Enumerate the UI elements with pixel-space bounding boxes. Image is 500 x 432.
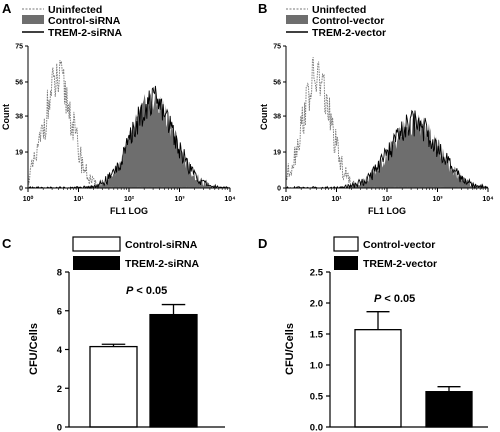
bar-chart-d: Control-vector TREM-2-vector P < 0.05 0.… [284,236,488,432]
y-tick-label-c: 0 [57,423,62,432]
y-tick-label-d: 2.0 [310,299,323,310]
panel-letter-d: D [258,236,267,251]
legend-c: Control-siRNA TREM-2-siRNA [72,236,200,270]
legend-label-uninfected-b: Uninfected [312,4,366,16]
legend-label-control-a: Control-siRNA [48,15,121,27]
axis-ticks-c: 0 2 4 6 8 [57,268,69,432]
y-axis-label-c: CFU/Cells [28,323,40,375]
legend-swatch-control-d [333,236,359,252]
bar-d-1 [425,391,473,428]
legend-swatch-control-a [22,15,44,24]
histogram-fill-control-a [28,87,230,188]
x-tick-label-a: 10¹ [73,196,84,203]
y-tick-label-d: 0.5 [310,392,324,403]
legend-label-trem-c: TREM-2-siRNA [125,258,200,270]
bars-c [89,303,198,428]
bar-chart-c: Control-siRNA TREM-2-siRNA P < 0.05 0 2 4 6… [28,236,225,432]
legend-swatch-control-c [72,236,121,252]
y-axis-label-d: CFU/Cells [284,323,296,375]
legend-d: Control-vector TREM-2-vector [333,236,437,270]
bar-c-1 [149,313,198,428]
y-tick-label-c: 2 [57,384,62,395]
x-tick-label-a: 10⁴ [224,196,236,203]
bar-c-0 [89,345,138,428]
x-axis-label-b: FL1 LOG [368,206,406,216]
bar-d-0 [354,329,402,428]
histogram-fill-control-b [286,112,488,188]
histogram-curves-b [285,57,489,190]
y-tick-label-b: 0 [277,186,281,193]
y-tick-label-a: 75 [15,44,23,51]
legend-label-uninfected-a: Uninfected [48,4,102,16]
legend-label-trem-d: TREM-2-vector [363,258,437,270]
x-tick-label-b: 10⁰ [281,195,292,203]
axis-ticks-b: 0 19 38 56 75 10⁰ 10¹ 10² 10³ 10⁴ [273,44,494,204]
y-axis-label-b: Count [259,104,269,130]
y-tick-label-c: 4 [57,345,63,356]
legend-swatch-control-b [286,15,308,24]
y-tick-label-d: 1.0 [310,361,323,372]
axes-d [329,272,488,428]
x-tick-label-b: 10¹ [331,196,342,203]
y-tick-label-c: 6 [57,306,62,317]
panel-letter-c: C [2,236,12,251]
y-tick-label-a: 38 [15,114,23,121]
p-value-annotation-c: P < 0.05 [126,285,167,297]
y-tick-label-b: 56 [273,79,281,86]
x-tick-label-a: 10⁰ [23,195,34,203]
y-tick-label-d: 1.5 [310,330,324,341]
legend-label-control-c: Control-siRNA [125,239,198,251]
y-tick-label-b: 19 [273,150,281,157]
p-value-italic-c: P [126,285,134,297]
p-value-italic-d: P [374,293,382,305]
legend-label-trem-b: TREM-2-vector [312,27,386,39]
legend-label-control-b: Control-vector [312,15,384,27]
histogram-chart-b: Uninfected Control-vector TREM-2-vector … [259,4,494,216]
histogram-chart-a: Uninfected Control-siRNA TREM-2-siRNA 01… [1,4,236,216]
p-value-text-c: < 0.05 [133,285,167,297]
bars-d [354,311,473,428]
y-axis-label-a: Count [1,104,11,130]
axis-ticks-d: 0.0 0.5 1.0 1.5 2.0 2.5 [310,268,330,432]
x-tick-label-b: 10³ [432,196,443,203]
y-tick-label-b: 38 [273,114,281,121]
y-tick-label-a: 0 [19,186,23,193]
y-tick-label-a: 56 [15,79,23,86]
p-value-text-d: < 0.05 [381,293,415,305]
panel-letter-b: B [258,1,267,16]
histogram-line-uninfected-b [285,57,488,190]
y-tick-label-d: 0.0 [310,423,323,432]
y-tick-label-c: 8 [57,268,62,279]
legend-label-control-d: Control-vector [363,239,435,251]
x-tick-label-a: 10² [124,196,135,203]
legend-swatch-trem-d [334,256,358,270]
panel-letter-a: A [2,1,12,16]
histogram-curves-a [27,60,231,190]
axis-ticks-a: 0 19 38 56 75 10⁰ 10¹ 10² 10³ 10⁴ [15,44,236,204]
x-tick-label-b: 10² [382,196,393,203]
y-tick-label-a: 19 [15,150,23,157]
p-value-annotation-d: P < 0.05 [374,293,415,305]
legend-swatch-trem-c [73,256,120,270]
x-tick-label-b: 10⁴ [482,196,494,203]
legend-label-trem-a: TREM-2-siRNA [48,27,123,39]
legend-a: Uninfected Control-siRNA TREM-2-siRNA [22,4,123,39]
y-tick-label-b: 75 [273,44,281,51]
y-tick-label-d: 2.5 [310,268,324,279]
x-tick-label-a: 10³ [174,196,185,203]
x-axis-label-a: FL1 LOG [110,206,148,216]
legend-b: Uninfected Control-vector TREM-2-vector [286,4,386,39]
